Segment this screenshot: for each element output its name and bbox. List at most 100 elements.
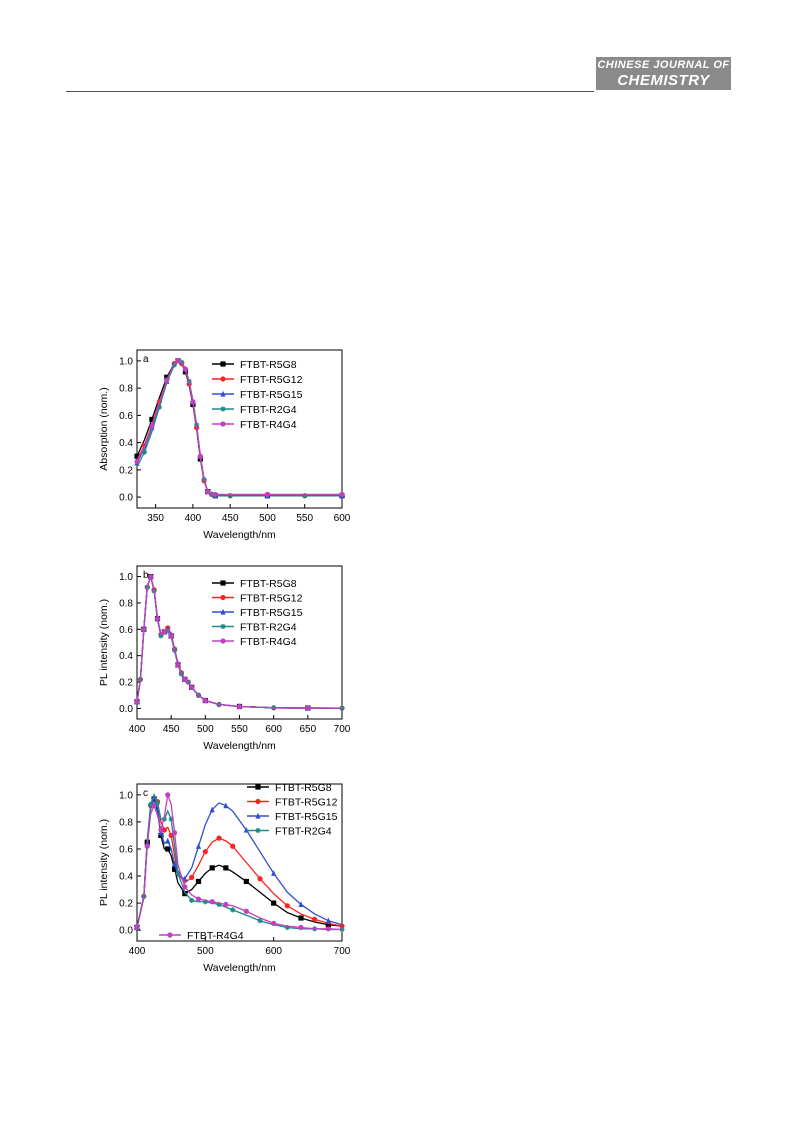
- legend-swatch-marker: [220, 638, 226, 644]
- legend-swatch-marker: [220, 421, 226, 427]
- legend-label: FTBT-R5G8: [275, 782, 332, 794]
- y-tick-label: 1.0: [119, 356, 133, 367]
- data-point: [271, 900, 277, 906]
- x-tick-label: 500: [197, 946, 214, 957]
- pl-film-chart: 400 500 600 700 0.0 0.2 0.4 0.6 0.8 1.0 Wavelength…: [98, 782, 351, 974]
- y-tick-label: 0.6: [119, 411, 133, 422]
- legend-label: FTBT-R2G4: [240, 621, 297, 633]
- legend-swatch-marker: [220, 594, 226, 601]
- legend-swatch-marker: [220, 580, 226, 586]
- legend-swatch-marker: [255, 798, 261, 805]
- legend-swatch-marker: [220, 390, 226, 397]
- y-axis-title: PL intensity (nom.): [98, 599, 110, 686]
- data-point: [149, 423, 155, 429]
- legend-swatch-marker: [220, 376, 226, 382]
- series-line: [136, 793, 342, 931]
- y-axis-title: PL intensity (nom.): [98, 819, 110, 906]
- data-point: [339, 491, 345, 497]
- series-ftbt-r4g4: [134, 573, 343, 711]
- data-point: [223, 901, 229, 908]
- data-point: [209, 806, 215, 813]
- series-ftbt-r5g15: [134, 573, 343, 711]
- data-point: [264, 491, 271, 497]
- legend-swatch-marker: [220, 361, 226, 367]
- y-tick-label: 1.0: [119, 572, 133, 583]
- panel-label: b: [143, 570, 149, 581]
- data-point: [216, 901, 222, 908]
- data-point: [298, 901, 304, 908]
- data-point: [209, 899, 215, 905]
- data-point: [325, 922, 331, 928]
- data-point: [195, 896, 202, 902]
- data-point: [205, 489, 211, 495]
- data-point: [257, 918, 263, 924]
- data-point: [182, 875, 188, 882]
- legend-item: FTBT-R5G15: [212, 607, 303, 619]
- data-point: [212, 491, 218, 497]
- data-point: [168, 633, 174, 639]
- y-tick-label: 1.0: [119, 790, 133, 801]
- legend-label: FTBT-R5G12: [275, 796, 338, 808]
- x-tick-label: 700: [334, 724, 351, 735]
- data-point: [175, 662, 181, 668]
- data-point: [230, 907, 236, 913]
- data-point: [243, 908, 249, 914]
- series-ftbt-r5g8: [134, 573, 343, 711]
- legend-item: FTBT-R2G4: [212, 404, 297, 416]
- legend-swatch-marker: [255, 812, 261, 819]
- data-point: [325, 917, 331, 924]
- data-point: [148, 573, 154, 580]
- data-point: [175, 870, 181, 876]
- series-line: [136, 794, 343, 931]
- legend-item: FTBT-R4G4: [212, 419, 297, 431]
- data-point: [195, 878, 202, 885]
- data-point: [134, 459, 140, 465]
- data-point: [158, 827, 164, 833]
- data-point: [161, 816, 167, 822]
- y-tick-label: 0.6: [119, 844, 133, 855]
- panel-label: c: [143, 788, 148, 799]
- data-point: [182, 891, 188, 897]
- legend-item: FTBT-R5G8: [247, 782, 332, 794]
- legend-item: FTBT-R5G12: [212, 374, 303, 386]
- legend-item: FTBT-R2G4: [247, 825, 332, 837]
- y-tick-label: 0.8: [119, 817, 133, 828]
- plot-frame: [136, 349, 343, 509]
- data-point: [195, 843, 202, 849]
- x-tick-label: 400: [129, 946, 146, 957]
- data-point: [175, 358, 181, 364]
- data-point: [271, 870, 277, 876]
- data-point: [298, 924, 304, 931]
- legend-label: FTBT-R2G4: [275, 825, 332, 837]
- data-point: [209, 865, 215, 871]
- data-point: [339, 926, 345, 933]
- legend-swatch-marker: [220, 406, 226, 412]
- x-tick-label: 350: [147, 513, 164, 524]
- legend-label: FTBT-R5G15: [240, 607, 303, 619]
- x-axis-title: Wavelength/nm: [203, 740, 276, 752]
- data-point: [189, 897, 195, 903]
- x-axis-title: Wavelength/nm: [203, 962, 276, 974]
- data-point: [141, 449, 148, 455]
- header-rule: [66, 91, 594, 92]
- y-tick-label: 0.0: [119, 704, 133, 715]
- data-point: [284, 903, 290, 909]
- legend-item: FTBT-R2G4: [212, 621, 297, 633]
- data-point: [284, 924, 290, 931]
- data-point: [134, 453, 140, 459]
- x-tick-label: 400: [185, 513, 202, 524]
- series-ftbt-r4g4: [134, 358, 345, 497]
- data-point: [257, 876, 263, 882]
- data-point: [151, 803, 157, 809]
- data-point: [271, 920, 277, 927]
- x-tick-label: 400: [129, 724, 146, 735]
- data-point: [149, 416, 155, 423]
- data-point: [134, 699, 140, 705]
- data-point: [216, 835, 222, 841]
- data-point: [236, 703, 243, 710]
- data-point: [312, 916, 318, 922]
- legend-swatch-marker: [220, 608, 226, 615]
- y-tick-label: 0.2: [119, 899, 133, 910]
- legend-swatch-marker: [255, 784, 261, 790]
- data-point: [148, 801, 154, 807]
